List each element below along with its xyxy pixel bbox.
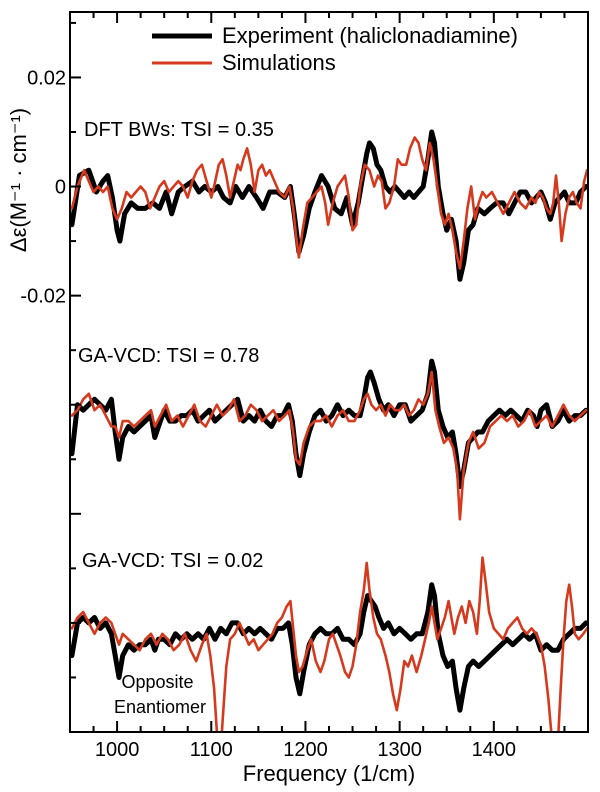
annotation-line-2: Enantiomer: [114, 697, 206, 717]
panel-label-ga-vcd-2: GA-VCD: TSI = 0.02: [82, 550, 263, 572]
series-simulation-panel-3: [70, 556, 588, 732]
axis-ticks: 1000 1100 1200 1300 1400 0.02 0 -0.02: [20, 12, 566, 761]
series-simulation-panel-2: [70, 370, 588, 521]
series-simulation-panel-1: [70, 136, 588, 270]
annotation-line-1: Opposite: [121, 672, 193, 692]
y-tick-label: -0.02: [20, 286, 66, 308]
x-axis-title: Frequency (1/cm): [243, 761, 415, 786]
x-tick-label: 1400: [472, 739, 517, 761]
legend: Experiment (haliclonadiamine) Simulation…: [152, 23, 518, 75]
panel-label-dft: DFT BWs: TSI = 0.35: [84, 119, 274, 141]
y-tick-label: 0.02: [27, 67, 66, 89]
x-tick-label: 1100: [190, 739, 233, 761]
legend-label-experiment: Experiment (haliclonadiamine): [222, 23, 518, 48]
annotation-opposite-enantiomer: Opposite Enantiomer: [114, 672, 206, 717]
plot-lines: [70, 129, 588, 732]
x-tick-label: 1200: [283, 739, 328, 761]
x-tick-label: 1300: [377, 739, 422, 761]
series-experiment-panel-2: [70, 358, 588, 489]
y-tick-label: 0: [55, 177, 66, 199]
panel-label-ga-vcd-1: GA-VCD: TSI = 0.78: [78, 345, 259, 367]
y-axis-title: Δε(M⁻¹ · cm⁻¹): [6, 108, 31, 252]
x-tick-label: 1000: [95, 739, 140, 761]
legend-label-simulation: Simulations: [222, 50, 336, 75]
